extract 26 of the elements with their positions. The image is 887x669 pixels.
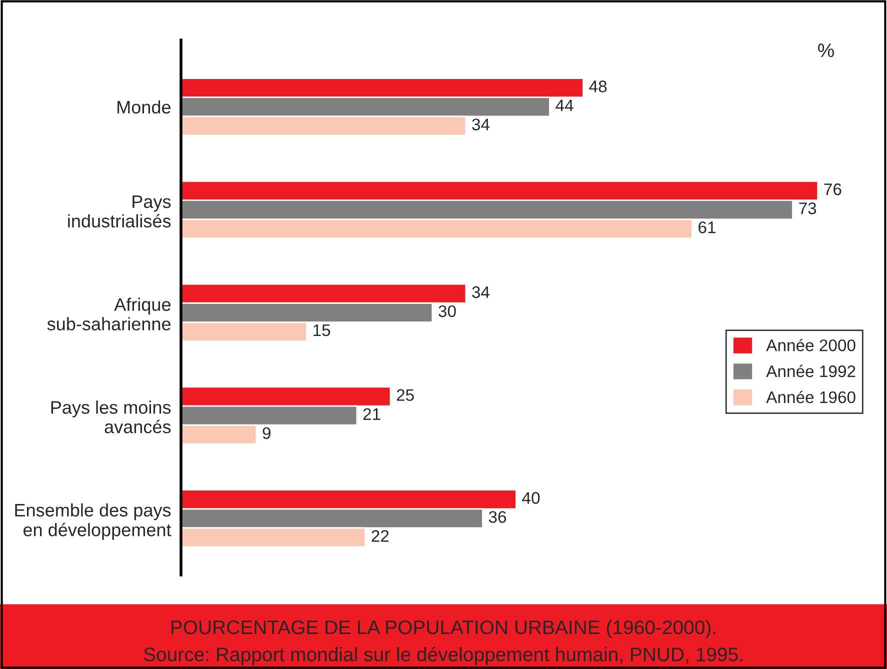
data-label: 76 bbox=[824, 183, 842, 196]
data-label: 48 bbox=[589, 80, 607, 92]
source-note: Source: Rapport mondial sur le développement humain, PNUD, 1995. bbox=[144, 646, 742, 666]
data-label: 36 bbox=[488, 511, 506, 523]
y-tick-label: Afrique sub-saharienne bbox=[47, 298, 170, 330]
data-label: 25 bbox=[396, 389, 414, 401]
legend-label: Année 1960 bbox=[766, 390, 856, 404]
y-tick-label: Monde bbox=[118, 100, 170, 114]
y-tick-label: Pays les moins avancés bbox=[51, 400, 171, 434]
data-label: 21 bbox=[363, 408, 380, 420]
data-label: 30 bbox=[438, 305, 456, 318]
data-label: 44 bbox=[556, 100, 574, 112]
data-label: 15 bbox=[314, 324, 330, 336]
legend-label: Année 1992 bbox=[766, 364, 856, 378]
data-label: 34 bbox=[472, 286, 490, 298]
legend-label: Année 2000 bbox=[766, 338, 856, 352]
data-label: 22 bbox=[372, 530, 389, 542]
data-label: 40 bbox=[522, 492, 540, 504]
y-tick-label: Pays industrialisés bbox=[68, 195, 171, 228]
text: POURCENTAGE DE LA POPULATION URBAINE (1960-2000). bbox=[172, 620, 716, 638]
data-label: 61 bbox=[698, 221, 716, 234]
data-label: 73 bbox=[799, 202, 816, 214]
data-label: 9 bbox=[262, 427, 270, 440]
y-tick-label: Ensemble des pays en développement bbox=[15, 503, 172, 540]
data-label: 34 bbox=[472, 118, 490, 130]
text: % bbox=[818, 44, 834, 58]
